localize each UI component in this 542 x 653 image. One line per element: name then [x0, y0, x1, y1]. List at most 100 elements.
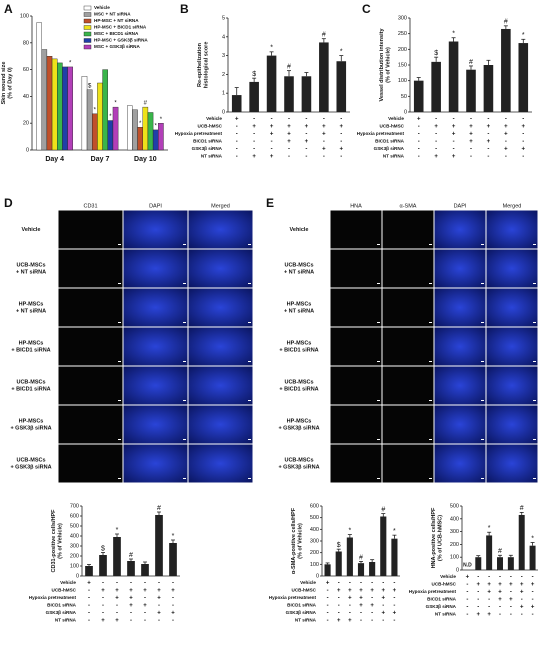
condition-sign: - — [435, 147, 437, 153]
micrograph — [123, 327, 188, 366]
condition-sign: + — [370, 588, 374, 594]
scale-bar — [533, 478, 536, 479]
condition-sign: + — [337, 588, 341, 594]
scale-bar — [481, 400, 484, 401]
row-label: UCB-MSCs — [16, 379, 45, 385]
condition-sign: + — [522, 124, 526, 130]
condition-sign: - — [488, 597, 490, 603]
condition-sign: - — [510, 575, 512, 581]
bar — [507, 557, 514, 570]
scale-bar — [377, 361, 380, 362]
condition-sign: - — [499, 605, 501, 611]
row-label: HP-MSCs — [19, 340, 44, 346]
scale-bar — [118, 478, 121, 479]
annotation: $ — [434, 50, 438, 57]
condition-sign: + — [171, 588, 175, 594]
condition-sign: - — [382, 618, 384, 624]
bar — [92, 113, 98, 151]
condition-sign: - — [305, 132, 307, 138]
scale-bar — [183, 244, 186, 245]
y-axis-label: histological score — [203, 42, 209, 89]
panel-letter: C — [362, 2, 371, 16]
condition-sign: + — [115, 618, 119, 624]
condition-sign: + — [382, 596, 386, 602]
bar — [486, 535, 493, 570]
micrograph — [58, 327, 123, 366]
condition-sign: - — [327, 618, 329, 624]
bar — [391, 538, 398, 576]
scale-bar — [248, 322, 251, 323]
scale-bar — [481, 283, 484, 284]
condition-sign: + — [393, 611, 397, 617]
bar — [99, 555, 107, 576]
condition-sign: - — [338, 596, 340, 602]
condition-sign: - — [236, 132, 238, 138]
row-label: HP-MSCs — [19, 418, 44, 424]
column-header: HNA — [350, 203, 362, 209]
condition-sign: + — [370, 603, 374, 609]
y-tick-label: 500 — [70, 523, 79, 529]
scale-bar — [481, 244, 484, 245]
condition-label: UCB-hMSC — [198, 124, 223, 129]
condition-sign: - — [305, 154, 307, 160]
bar — [81, 76, 88, 151]
condition-sign: - — [435, 139, 437, 145]
bar — [113, 537, 121, 576]
y-tick-label: 500 — [310, 515, 319, 521]
scale-bar — [533, 244, 536, 245]
condition-label: Vehicle — [206, 116, 222, 121]
x-tick-label: Day 7 — [91, 156, 110, 163]
scale-bar — [248, 400, 251, 401]
condition-label: UCB-hMSC — [380, 124, 405, 129]
condition-sign: - — [288, 117, 290, 123]
bar — [41, 49, 48, 151]
condition-label: Hypoxia pretreatment — [409, 589, 457, 594]
scale-bar — [533, 439, 536, 440]
y-axis-label: Skin wound size — [1, 62, 7, 105]
condition-sign: + — [487, 582, 491, 588]
y-tick-label: 400 — [70, 533, 79, 539]
scale-bar — [118, 244, 121, 245]
condition-sign: - — [521, 612, 523, 618]
condition-sign: - — [371, 618, 373, 624]
y-tick-label: 700 — [70, 503, 79, 509]
bar — [127, 561, 135, 576]
micrograph — [434, 327, 486, 366]
row-label: HP-MSCs — [287, 340, 312, 346]
y-tick-label: 60 — [23, 67, 29, 73]
condition-label: GSK3β siRNA — [426, 604, 457, 609]
y-tick-label: 300 — [450, 529, 459, 535]
panel-letter: B — [180, 2, 189, 16]
condition-sign: - — [522, 154, 524, 160]
condition-sign: + — [348, 596, 352, 602]
condition-sign: + — [101, 588, 105, 594]
condition-sign: + — [452, 154, 456, 160]
column-header: DAPI — [454, 203, 467, 209]
condition-sign: - — [510, 590, 512, 596]
condition-sign: + — [393, 588, 397, 594]
condition-label: Hypoxia pretreatment — [269, 595, 317, 600]
condition-sign: + — [115, 588, 119, 594]
annotation: $ — [101, 545, 105, 552]
y-tick-label: 200 — [70, 553, 79, 559]
condition-label: UCB-hMSC — [52, 588, 77, 593]
bar — [518, 43, 529, 112]
condition-sign: - — [253, 117, 255, 123]
micrograph — [123, 210, 188, 249]
y-tick-label: 500 — [450, 503, 459, 509]
condition-sign: - — [488, 575, 490, 581]
micrograph — [382, 366, 434, 405]
condition-label: BICD1 siRNA — [47, 603, 77, 608]
condition-sign: - — [158, 581, 160, 587]
row-label: + NT siRNA — [16, 269, 46, 275]
micrograph — [382, 444, 434, 483]
bar — [62, 66, 68, 151]
condition-sign: - — [236, 139, 238, 145]
bar — [132, 109, 138, 151]
y-axis-label: CD31-positive cells/HPF — [51, 509, 57, 573]
condition-sign: + — [322, 124, 326, 130]
micrograph — [188, 210, 253, 249]
micrograph — [434, 288, 486, 327]
row-label: + BICD1 siRNA — [11, 386, 50, 392]
condition-sign: - — [349, 603, 351, 609]
